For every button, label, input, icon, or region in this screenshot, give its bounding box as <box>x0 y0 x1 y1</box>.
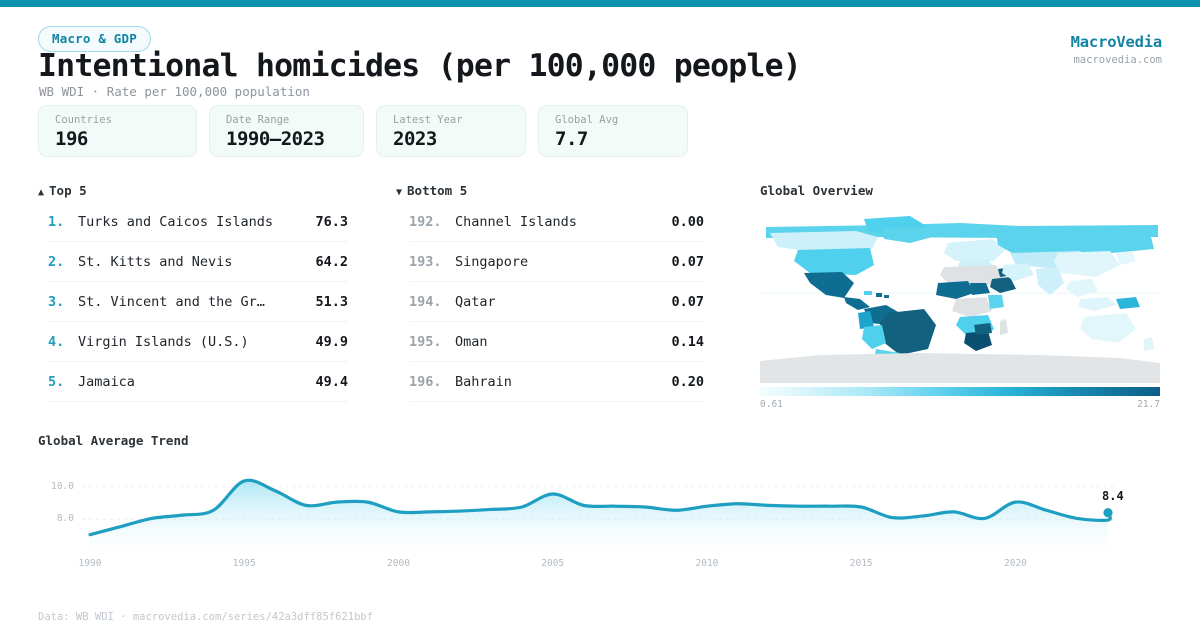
map-heading: Global Overview <box>760 183 873 198</box>
triangle-down-icon: ▼ <box>396 187 403 198</box>
country-name: Singapore <box>455 253 529 270</box>
country-name: Oman <box>455 333 488 350</box>
list-item[interactable]: 194. Qatar 0.07 <box>409 282 704 322</box>
top5-heading-label: Top 5 <box>49 183 87 198</box>
stat-card-row: Countries 196 Date Range 1990–2023 Lates… <box>38 105 688 157</box>
page-subtitle: WB WDI · Rate per 100,000 population <box>39 84 310 99</box>
list-item[interactable]: 196. Bahrain 0.20 <box>409 362 704 402</box>
stat-value: 196 <box>55 128 88 150</box>
list-item[interactable]: 193. Singapore 0.07 <box>409 242 704 282</box>
list-item[interactable]: 1. Turks and Caicos Islands 76.3 <box>48 202 348 242</box>
list-item[interactable]: 195. Oman 0.14 <box>409 322 704 362</box>
chart-y-tick-label: 10.0 <box>51 480 74 492</box>
page-title: Intentional homicides (per 100,000 peopl… <box>38 48 802 84</box>
stat-value: 1990–2023 <box>226 128 325 150</box>
category-badge: Macro & GDP <box>38 26 151 52</box>
stat-value: 2023 <box>393 128 437 150</box>
triangle-up-icon: ▲ <box>38 187 45 198</box>
chart-x-tick-label: 2005 <box>541 558 565 569</box>
rank-number: 4. <box>48 333 65 350</box>
country-name: Jamaica <box>78 373 135 390</box>
country-name: St. Kitts and Nevis <box>78 253 233 270</box>
country-name: St. Vincent and the Gr… <box>78 293 265 310</box>
bottom5-list: 192. Channel Islands 0.00 193. Singapore… <box>409 202 704 402</box>
rank-number: 193. <box>409 253 442 270</box>
stat-label: Global Avg <box>555 114 619 126</box>
brand: MacroVedia macrovedia.com <box>1070 33 1163 66</box>
chart-x-tick-label: 2010 <box>695 558 719 569</box>
map-legend-gradient <box>760 387 1160 396</box>
country-value: 0.20 <box>671 373 704 390</box>
map-legend-min: 0.61 <box>760 399 783 410</box>
brand-name: MacroVedia <box>1070 33 1163 51</box>
rank-number: 195. <box>409 333 442 350</box>
bottom5-heading: ▼ Bottom 5 <box>396 183 467 198</box>
country-value: 0.14 <box>671 333 704 350</box>
chart-area-fill <box>90 480 1111 548</box>
country-value: 0.07 <box>671 253 704 270</box>
country-value: 64.2 <box>315 253 348 270</box>
chart-y-tick-label: 8.0 <box>56 513 74 525</box>
trend-chart: 8.0 10.0 1990 1995 2000 2005 2010 2015 2020 8.4 <box>38 452 1162 570</box>
stat-label: Date Range <box>226 114 290 126</box>
chart-x-tick-label: 2020 <box>1004 558 1027 569</box>
rank-number: 1. <box>48 213 65 230</box>
country-name: Virgin Islands (U.S.) <box>78 333 249 350</box>
rank-number: 3. <box>48 293 65 310</box>
trend-heading: Global Average Trend <box>38 433 189 448</box>
top5-list: 1. Turks and Caicos Islands 76.3 2. St. … <box>48 202 348 402</box>
chart-end-value-label: 8.4 <box>1102 488 1124 503</box>
rank-number: 196. <box>409 373 442 390</box>
stat-label: Countries <box>55 114 112 126</box>
footer-source: Data: WB WDI · macrovedia.com/series/42a… <box>38 611 374 623</box>
world-choropleth-map <box>760 203 1160 383</box>
stat-label: Latest Year <box>393 114 463 126</box>
stat-card-latest-year: Latest Year 2023 <box>376 105 526 157</box>
country-value: 51.3 <box>315 293 348 310</box>
stat-card-global-avg: Global Avg 7.7 <box>538 105 688 157</box>
country-value: 76.3 <box>315 213 348 230</box>
map-svg <box>760 216 1160 383</box>
stat-card-date-range: Date Range 1990–2023 <box>209 105 364 157</box>
rank-number: 5. <box>48 373 65 390</box>
chart-x-tick-label: 2000 <box>387 558 410 569</box>
country-value: 0.00 <box>671 213 704 230</box>
list-item[interactable]: 5. Jamaica 49.4 <box>48 362 348 402</box>
country-value: 0.07 <box>671 293 704 310</box>
list-item[interactable]: 192. Channel Islands 0.00 <box>409 202 704 242</box>
list-item[interactable]: 2. St. Kitts and Nevis 64.2 <box>48 242 348 282</box>
map-legend-max: 21.7 <box>1137 399 1160 410</box>
trend-chart-svg <box>82 478 1118 548</box>
country-name: Bahrain <box>455 373 512 390</box>
chart-x-tick-label: 1990 <box>78 558 102 569</box>
country-value: 49.9 <box>315 333 348 350</box>
rank-number: 192. <box>409 213 442 230</box>
chart-line <box>88 478 1112 537</box>
rank-number: 194. <box>409 293 442 310</box>
list-item[interactable]: 3. St. Vincent and the Gr… 51.3 <box>48 282 348 322</box>
bottom5-heading-label: Bottom 5 <box>407 183 468 198</box>
stat-value: 7.7 <box>555 128 588 150</box>
stat-card-countries: Countries 196 <box>38 105 197 157</box>
country-name: Turks and Caicos Islands <box>78 213 274 230</box>
chart-x-tick-label: 1995 <box>232 558 256 569</box>
rank-number: 2. <box>48 253 65 270</box>
country-name: Qatar <box>455 293 496 310</box>
country-value: 49.4 <box>315 373 348 390</box>
top-accent-bar <box>0 0 1200 7</box>
brand-url: macrovedia.com <box>1073 54 1162 66</box>
list-item[interactable]: 4. Virgin Islands (U.S.) 49.9 <box>48 322 348 362</box>
country-name: Channel Islands <box>455 213 577 230</box>
chart-x-tick-label: 2015 <box>849 558 873 569</box>
chart-endpoint-dot <box>1103 508 1113 518</box>
top5-heading: ▲ Top 5 <box>38 183 87 198</box>
